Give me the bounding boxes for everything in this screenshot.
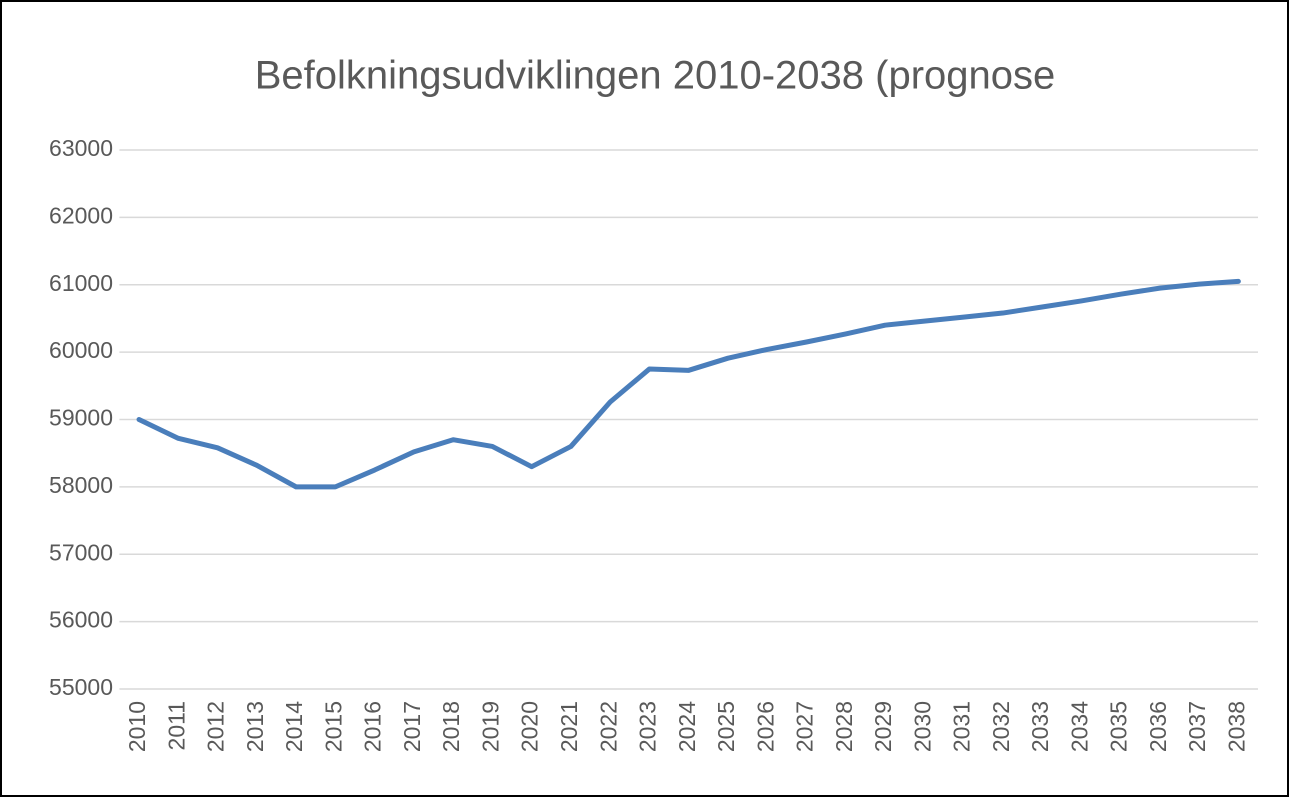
- chart-title: Befolkningsudviklingen 2010-2038 (progno…: [255, 54, 1056, 98]
- x-tick-label: 2034: [1066, 701, 1092, 752]
- x-tick-label: 2019: [477, 701, 503, 752]
- x-tick-label: 2016: [360, 701, 386, 752]
- x-tick-label: 2025: [713, 701, 739, 752]
- x-tick-label: 2012: [203, 701, 229, 752]
- x-tick-label: 2023: [635, 701, 661, 752]
- y-tick-label: 62000: [49, 202, 113, 228]
- x-tick-label: 2032: [988, 701, 1014, 752]
- y-tick-label: 59000: [49, 405, 113, 431]
- x-tick-label: 2037: [1184, 701, 1210, 752]
- y-tick-label: 55000: [49, 674, 113, 700]
- x-tick-label: 2017: [399, 701, 425, 752]
- y-tick-label: 60000: [49, 337, 113, 363]
- x-tick-label: 2038: [1223, 701, 1249, 752]
- x-tick-label: 2030: [909, 701, 935, 752]
- x-tick-label: 2035: [1106, 701, 1132, 752]
- x-tick-label: 2029: [870, 701, 896, 752]
- x-tick-label: 2022: [595, 701, 621, 752]
- x-tick-label: 2036: [1145, 701, 1171, 752]
- line-series: [136, 278, 1241, 490]
- y-tick-label: 56000: [49, 607, 113, 633]
- y-tick-label: 63000: [49, 135, 113, 161]
- x-tick-label: 2027: [792, 701, 818, 752]
- x-tick-label: 2028: [831, 701, 857, 752]
- x-tick-label: 2013: [242, 701, 268, 752]
- x-tick-label: 2026: [752, 701, 778, 752]
- x-tick-label: 2014: [281, 701, 307, 752]
- x-tick-label: 2031: [949, 701, 975, 752]
- x-tick-label: 2021: [556, 701, 582, 752]
- x-tick-label: 2010: [124, 701, 150, 752]
- y-tick-label: 61000: [49, 270, 113, 296]
- y-tick-label: 57000: [49, 539, 113, 565]
- y-tick-label: 58000: [49, 472, 113, 498]
- x-tick-label: 2011: [163, 701, 189, 750]
- x-tick-label: 2015: [320, 701, 346, 752]
- x-tick-label: 2020: [517, 701, 543, 752]
- x-tick-label: 2024: [674, 701, 700, 752]
- x-tick-label: 2018: [438, 701, 464, 752]
- x-tick-label: 2033: [1027, 701, 1053, 752]
